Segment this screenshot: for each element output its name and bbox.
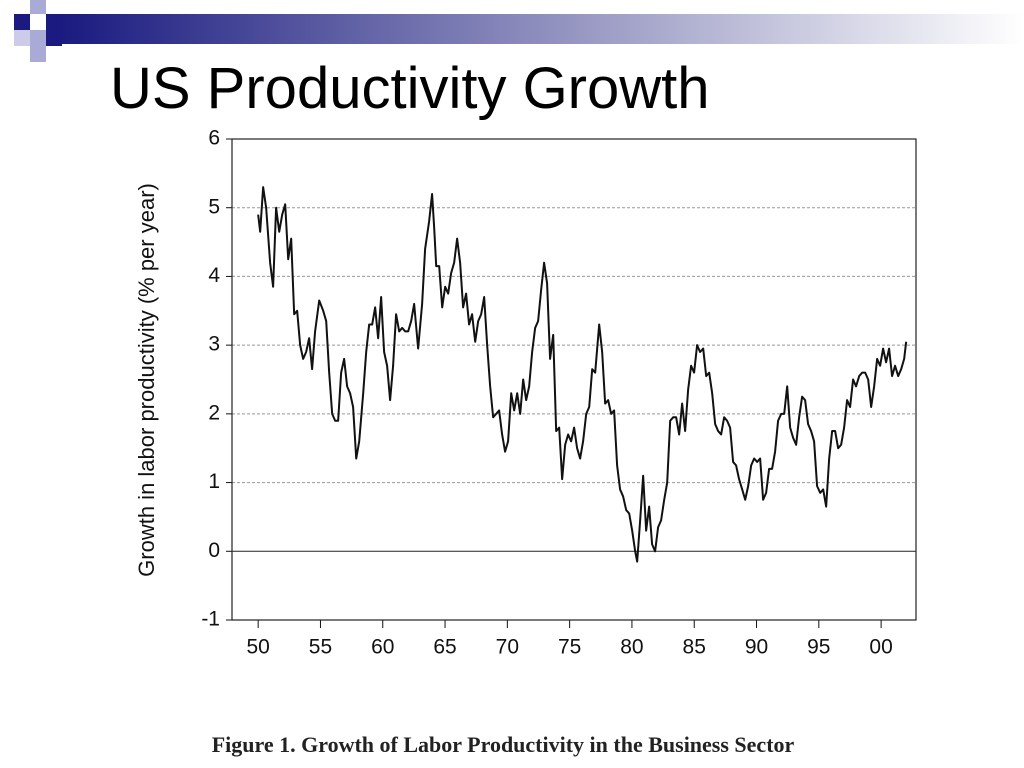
y-tick-label: 1 xyxy=(208,470,220,493)
y-tick-label: 3 xyxy=(208,333,220,356)
x-tick-label: 55 xyxy=(309,636,332,659)
y-tick-label: 4 xyxy=(208,264,220,287)
figure-caption: Figure 1. Growth of Labor Productivity i… xyxy=(212,732,795,757)
y-tick-label: 5 xyxy=(208,195,220,218)
x-tick-label: 50 xyxy=(246,636,269,659)
x-tick-label: 85 xyxy=(683,636,706,659)
slide-decoration xyxy=(14,0,1024,62)
slide-title: US Productivity Growth xyxy=(110,56,710,121)
x-tick-label: 95 xyxy=(807,636,830,659)
x-tick-label: 75 xyxy=(558,636,581,659)
y-tick-label: 2 xyxy=(208,401,220,424)
x-tick-label: 65 xyxy=(433,636,456,659)
x-tick-label: 00 xyxy=(869,636,892,659)
plot-frame xyxy=(231,138,917,621)
plot: -1 0 1 2 3 4 5 6 50 55 60 65 70 75 80 85 90 95 00 xyxy=(201,127,917,659)
x-tick-label: 80 xyxy=(620,636,643,659)
y-tick-label: -1 xyxy=(201,608,220,631)
y-tick-label: 0 xyxy=(208,539,220,562)
y-tick-label: 6 xyxy=(208,127,220,150)
data-line xyxy=(257,186,908,563)
x-tick-label: 60 xyxy=(371,636,394,659)
y-axis-label: Growth in labor productivity (% per year… xyxy=(134,183,159,577)
x-tick-label: 70 xyxy=(496,636,519,659)
x-tick-label: 90 xyxy=(745,636,768,659)
